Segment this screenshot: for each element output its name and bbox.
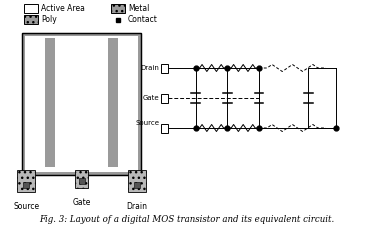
Text: Drain: Drain <box>141 65 159 71</box>
Bar <box>161 63 168 73</box>
Bar <box>128 170 145 192</box>
Bar <box>24 4 38 13</box>
Bar <box>134 182 140 188</box>
Bar <box>161 93 168 103</box>
Bar <box>22 33 141 175</box>
Bar <box>111 4 125 13</box>
Bar <box>27 39 45 167</box>
Text: Gate: Gate <box>143 95 159 101</box>
Bar <box>161 123 168 133</box>
Text: Gate: Gate <box>72 198 91 207</box>
Bar <box>24 182 29 188</box>
Bar <box>55 38 108 167</box>
Bar <box>24 15 38 24</box>
Text: Poly: Poly <box>41 15 57 24</box>
Bar <box>75 170 88 188</box>
Bar <box>45 38 55 167</box>
Text: Metal: Metal <box>128 4 149 13</box>
Text: Source: Source <box>135 120 159 126</box>
Bar <box>118 39 136 167</box>
Bar <box>22 33 141 175</box>
Text: Contact: Contact <box>128 15 158 24</box>
Bar <box>79 178 85 184</box>
Bar <box>25 36 138 172</box>
Text: Fig. 3: Layout of a digital MOS transistor and its equivalent circuit.: Fig. 3: Layout of a digital MOS transist… <box>39 215 335 224</box>
Text: Source: Source <box>13 202 39 211</box>
Text: Drain: Drain <box>126 202 147 211</box>
Bar <box>18 170 35 192</box>
Bar <box>108 38 118 167</box>
Text: Active Area: Active Area <box>41 4 85 13</box>
